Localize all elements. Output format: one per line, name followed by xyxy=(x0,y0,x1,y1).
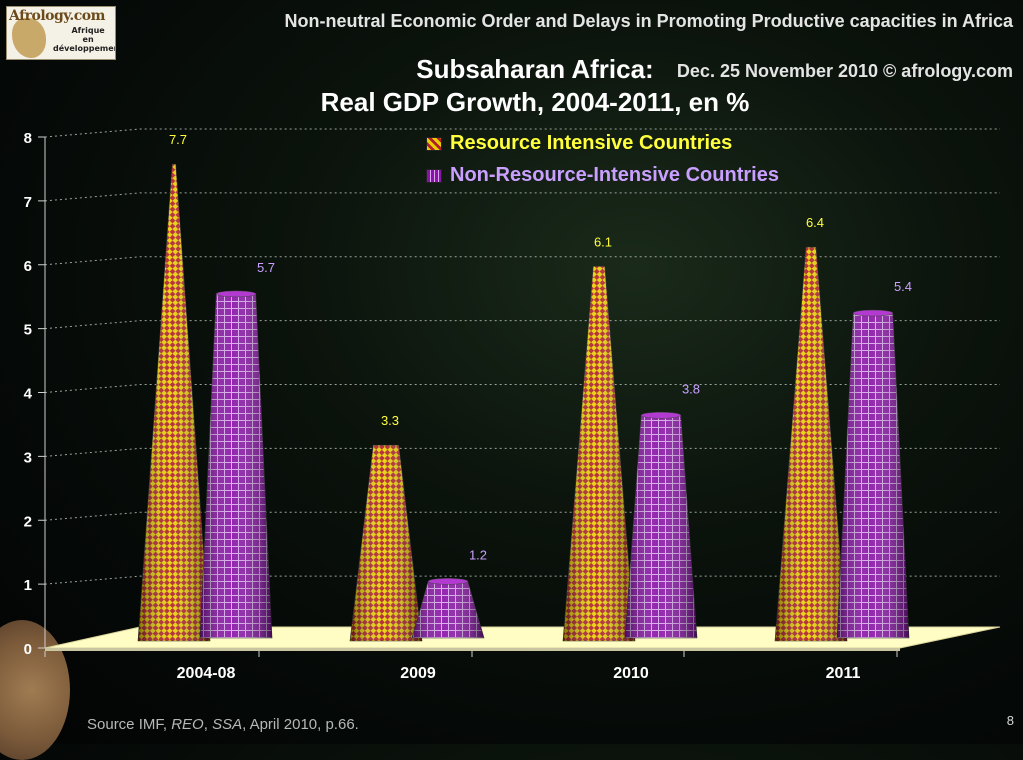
bar-shading xyxy=(350,445,422,641)
bar-top-cap xyxy=(427,578,469,585)
bar-shading xyxy=(138,164,210,641)
gridline xyxy=(44,192,1000,202)
data-label: 1.2 xyxy=(469,547,487,562)
bar xyxy=(624,412,698,639)
bar-top-cap xyxy=(852,309,894,317)
data-label: 6.1 xyxy=(594,234,612,249)
bar-top-cap xyxy=(640,412,682,419)
gridline xyxy=(44,575,1000,585)
y-tick-label: 6 xyxy=(24,258,32,275)
africa-map-icon xyxy=(12,18,46,58)
x-category-label: 2010 xyxy=(613,665,649,682)
bar-shading xyxy=(412,581,484,638)
bar xyxy=(411,578,485,639)
bar-shading xyxy=(775,247,847,641)
logo-tagline: Afrique en développement xyxy=(53,26,115,53)
legend-item-resource: Resource Intensive Countries xyxy=(426,132,732,155)
y-tick-label: 4 xyxy=(24,386,33,403)
x-category-label: 2009 xyxy=(400,665,436,682)
y-tick-label: 5 xyxy=(24,322,32,339)
gdp-growth-chart: 0 1 2 3 4 5 6 7 8 2004-08 2009 2010 2011 7.7 3.3 6.1 6.… xyxy=(24,128,1001,682)
y-axis: 0 1 2 3 4 5 6 7 8 2004-08 2009 2010 2011 xyxy=(24,130,898,682)
afrology-logo[interactable]: Afrology.com Afrique en développement xyxy=(6,6,116,60)
y-tick-label: 3 xyxy=(24,449,32,466)
chart-subtitle: Real GDP Growth, 2004-2011, en % xyxy=(320,87,750,117)
bar-shading xyxy=(563,266,635,641)
y-tick-label: 0 xyxy=(24,641,32,658)
y-tick-label: 7 xyxy=(24,194,32,211)
y-tick-label: 2 xyxy=(24,513,32,530)
data-label: 5.7 xyxy=(257,260,275,275)
bar-series xyxy=(137,163,910,642)
bar xyxy=(137,163,211,642)
data-label: 5.4 xyxy=(894,279,912,294)
x-category-label: 2004-08 xyxy=(177,665,236,682)
bar-top-cap xyxy=(215,290,257,298)
slide-header-title: Non-neutral Economic Order and Delays in… xyxy=(284,11,1014,31)
legend-item-nonresource: Non-Resource-Intensive Countries xyxy=(426,164,779,187)
chart-title: Subsaharan Africa: xyxy=(416,54,654,84)
page-number: 8 xyxy=(1006,713,1014,728)
gridline xyxy=(44,447,1000,457)
y-tick-label: 8 xyxy=(24,130,32,147)
y-tick-label: 1 xyxy=(24,577,32,594)
data-labels: 7.7 3.3 6.1 6.4 5.7 1.2 3.8 5.4 xyxy=(169,132,912,562)
legend-swatch-nonresource xyxy=(426,168,442,183)
bar xyxy=(836,309,910,639)
legend-swatch-resource xyxy=(426,136,442,151)
gridline xyxy=(44,384,1000,393)
gridline xyxy=(44,511,1000,521)
bar-shading xyxy=(200,293,272,638)
data-label: 7.7 xyxy=(169,132,187,147)
gridlines xyxy=(44,128,1000,585)
bar-shading xyxy=(625,415,697,638)
bar xyxy=(562,266,636,642)
gridline xyxy=(44,128,1000,138)
data-label: 3.8 xyxy=(682,381,700,396)
gridline xyxy=(44,320,1000,330)
x-category-label: 2011 xyxy=(826,665,861,682)
logo-brand-text: Afrology.com xyxy=(9,8,105,24)
data-label: 3.3 xyxy=(381,413,399,428)
data-label: 6.4 xyxy=(806,215,824,230)
gridline xyxy=(44,256,1000,266)
bar xyxy=(774,246,848,642)
source-citation: Source IMF, REO, SSA, April 2010, p.66. xyxy=(87,716,359,733)
bar-shading xyxy=(837,313,909,638)
slide-date-credit: Dec. 25 November 2010 © afrology.com xyxy=(676,61,1013,81)
chart-floor xyxy=(44,626,1001,651)
bar xyxy=(199,290,273,639)
chart-floor-edge xyxy=(45,648,900,651)
bar xyxy=(349,444,423,642)
